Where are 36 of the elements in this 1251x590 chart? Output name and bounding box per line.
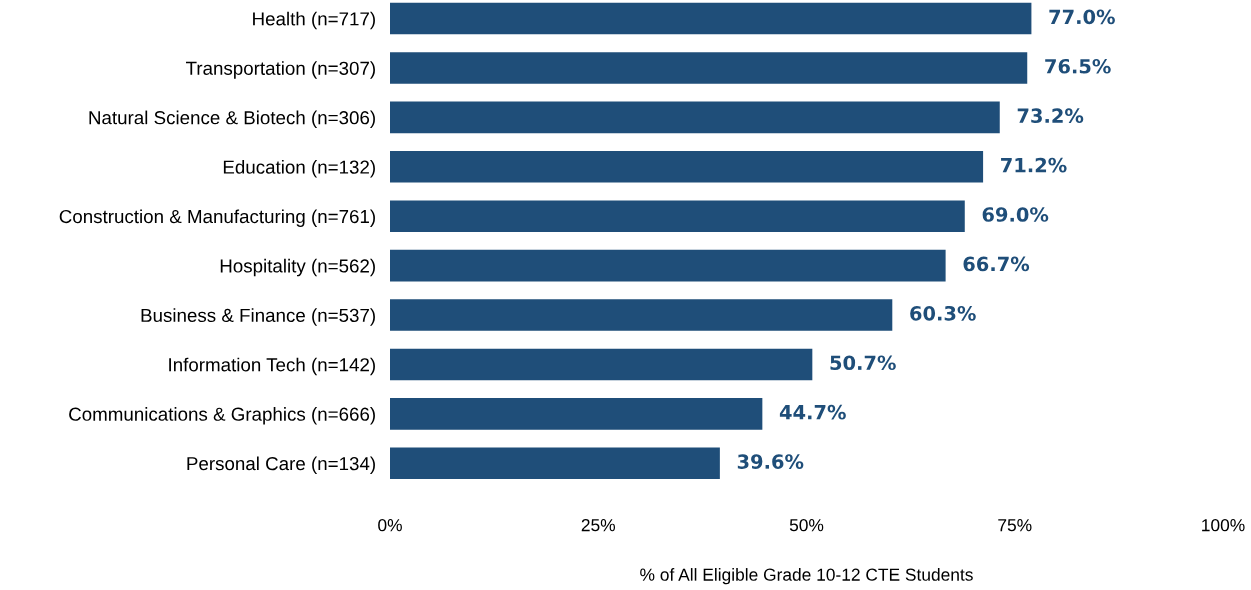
y-tick-label: Transportation (n=307) [186,61,375,79]
bar [390,2,1032,35]
data-label: 73.2% [1017,108,1084,124]
data-label: 69.0% [982,207,1049,222]
y-tick-label: Natural Science & Biotech (n=306) [89,110,375,129]
x-tick-label: 100% [1202,519,1245,532]
bar [390,52,1028,84]
bar [390,398,763,430]
y-tick-label: Education (n=132) [223,159,375,178]
bar [390,299,893,331]
bar [390,249,946,282]
bar [390,447,720,480]
data-label: 66.7% [963,256,1030,272]
data-label: 44.7% [779,404,846,420]
y-tick-label: Health (n=717) [253,11,375,30]
x-tick-label: 75% [998,519,1032,532]
y-tick-label: Business & Finance (n=537) [141,308,375,326]
data-label: 39.6% [737,454,804,469]
y-tick-label: Communications & Graphics (n=666) [69,407,375,425]
bar [390,348,813,381]
y-tick-label: Hospitality (n=562) [220,258,375,277]
y-tick-label: Information Tech (n=142) [169,357,375,376]
bar [390,200,965,233]
x-tick-label: 50% [789,519,824,532]
bar [390,150,984,183]
y-tick-label: Personal Care (n=134) [187,456,375,474]
x-tick-label: 0% [378,519,402,532]
y-tick-label: Construction & Manufacturing (n=761) [59,209,375,227]
x-tick-label: 25% [581,519,616,532]
data-label: 76.5% [1045,58,1111,74]
data-label: 71.2% [1001,157,1067,173]
data-label: 50.7% [830,355,896,371]
x-axis-title: % of All Eligible Grade 10-12 CTE Students [640,568,973,585]
bar [390,101,1000,134]
data-label: 77.0% [1049,9,1115,25]
data-label: 60.3% [910,305,976,321]
